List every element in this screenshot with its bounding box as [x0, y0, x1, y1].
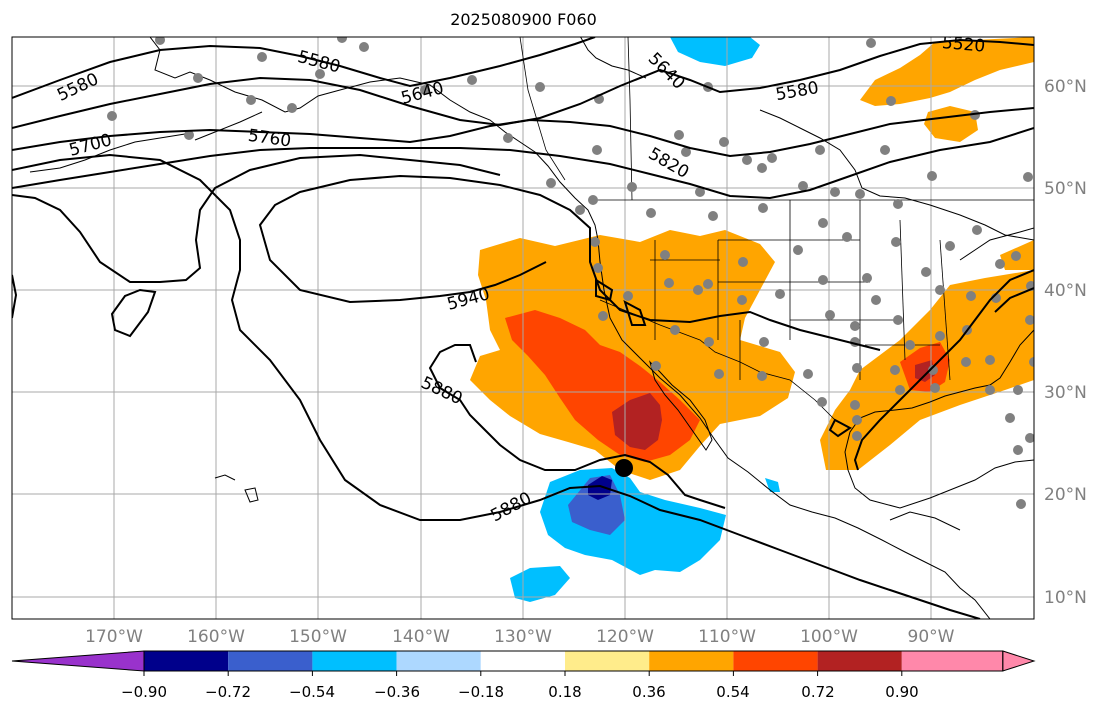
gridlines	[12, 37, 1034, 619]
contour-label: 5880	[418, 373, 466, 409]
colorbar-tick-label: −0.72	[205, 683, 251, 701]
colorbar-segment	[312, 651, 397, 671]
latitude-label: 20°N	[1044, 485, 1087, 505]
colorbar-segment	[733, 651, 818, 671]
map-title: 2025080900 F060	[450, 10, 597, 29]
contour-label: 5640	[644, 49, 689, 94]
longitude-label: 90°W	[907, 627, 955, 647]
colorbar-segment	[901, 651, 1003, 671]
latitude-label: 30°N	[1044, 383, 1087, 403]
longitude-label: 110°W	[698, 627, 756, 647]
colorbar-tick-label: −0.54	[289, 683, 335, 701]
contour-label: 5580	[774, 78, 820, 105]
storm-center-marker	[615, 459, 633, 477]
colorbar-tick-label: −0.90	[121, 683, 167, 701]
colorbar-tick-label: 0.54	[716, 683, 750, 701]
longitude-label: 170°W	[85, 627, 143, 647]
anomaly-shading-negative	[510, 37, 780, 602]
colorbar-segment	[480, 651, 565, 671]
coastlines	[29, 37, 1034, 619]
colorbar-tick-label: 0.90	[885, 683, 919, 701]
map-frame	[11, 36, 1035, 620]
contour-label: 5940	[445, 284, 492, 315]
latitude-label: 10°N	[1044, 588, 1087, 608]
observation-stations	[107, 37, 1034, 509]
colorbar-segment	[228, 651, 313, 671]
colorbar-segment	[565, 651, 650, 671]
longitude-label: 130°W	[494, 627, 552, 647]
colorbar-tick-label: −0.36	[374, 683, 420, 701]
contour-label: 5520	[941, 33, 986, 57]
contour-label: 5760	[247, 126, 293, 152]
latitude-label: 50°N	[1044, 179, 1087, 199]
colorbar-tick-label: −0.18	[458, 683, 504, 701]
longitude-label: 150°W	[289, 627, 347, 647]
latitude-label: 40°N	[1044, 281, 1087, 301]
colorbar-segment	[817, 651, 902, 671]
longitude-label: 160°W	[187, 627, 245, 647]
colorbar-extend-low	[11, 650, 145, 672]
colorbar-segment	[396, 651, 481, 671]
anomaly-shading-positive	[470, 37, 1034, 480]
longitude-label: 120°W	[596, 627, 654, 647]
longitude-label: 100°W	[800, 627, 858, 647]
colorbar-segment	[144, 651, 229, 671]
colorbar-tick-label: 0.36	[632, 683, 666, 701]
height-contours	[12, 37, 1034, 619]
colorbar-extend-high	[1002, 650, 1036, 672]
colorbar-segment	[649, 651, 734, 671]
political-borders	[519, 37, 1034, 421]
latitude-label: 60°N	[1044, 77, 1087, 97]
colorbar	[11, 650, 1036, 676]
contour-label: 5580	[54, 69, 102, 105]
contour-label: 5640	[399, 78, 446, 109]
colorbar-tick-label: 0.72	[801, 683, 835, 701]
colorbar-tick-label: 0.18	[548, 683, 582, 701]
longitude-label: 140°W	[392, 627, 450, 647]
